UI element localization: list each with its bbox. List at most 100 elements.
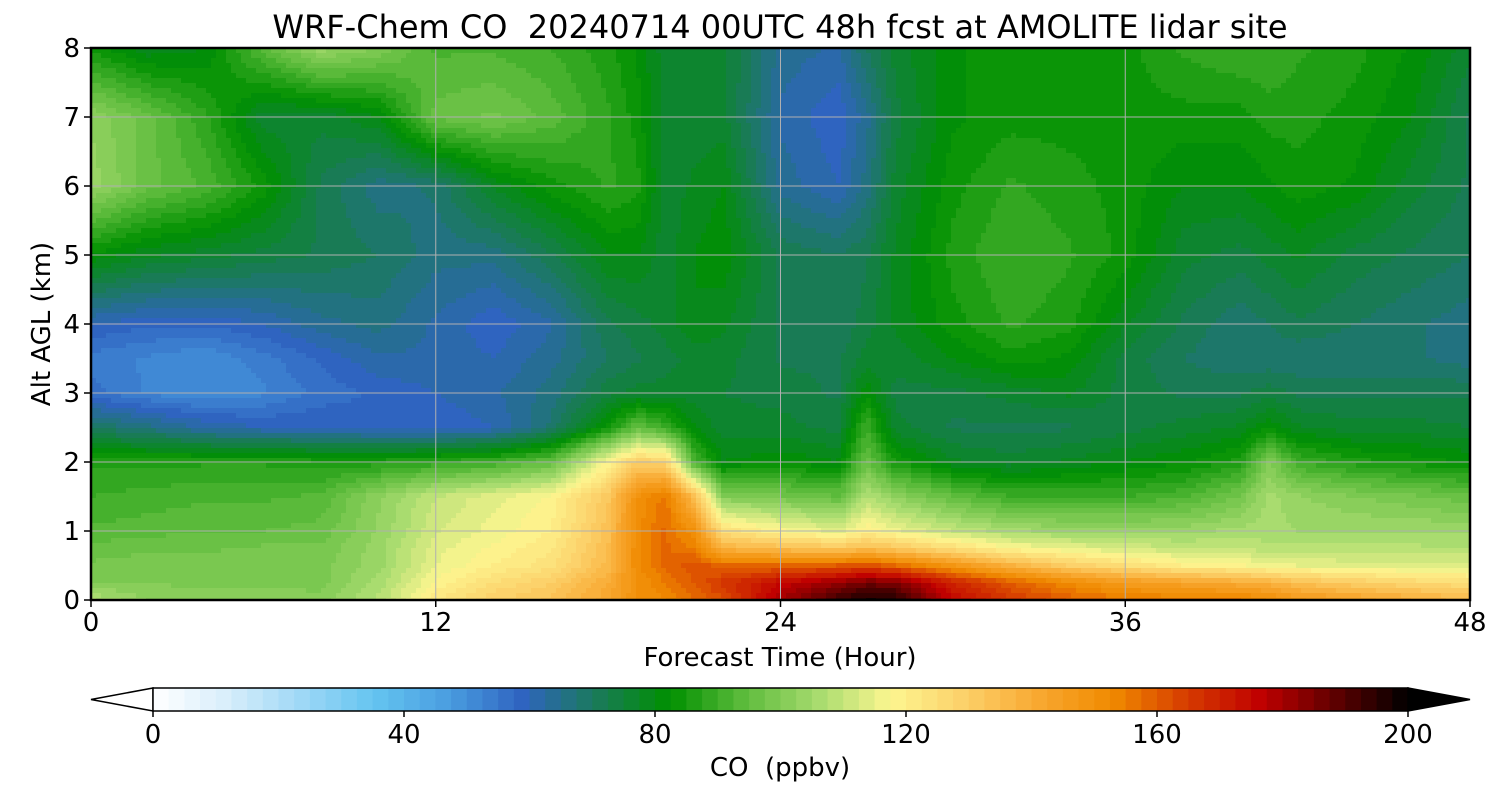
field-cell bbox=[191, 118, 197, 124]
field-cell bbox=[441, 98, 447, 104]
field-cell bbox=[1446, 128, 1452, 134]
field-cell bbox=[1006, 78, 1012, 84]
field-cell bbox=[166, 88, 172, 94]
field-cell bbox=[1366, 133, 1372, 139]
field-cell bbox=[1216, 113, 1222, 119]
field-cell bbox=[1161, 113, 1167, 119]
field-cell bbox=[1301, 98, 1307, 104]
field-cell bbox=[976, 113, 982, 119]
field-cell bbox=[821, 128, 827, 134]
field-cell bbox=[266, 103, 272, 109]
field-cell bbox=[1116, 78, 1122, 84]
field-cell bbox=[746, 88, 752, 94]
field-cell bbox=[711, 123, 717, 129]
field-cell bbox=[821, 103, 827, 109]
field-cell bbox=[946, 83, 952, 89]
field-cell bbox=[1291, 68, 1297, 74]
field-cell bbox=[1411, 123, 1417, 129]
field-cell bbox=[166, 138, 172, 144]
field-cell bbox=[891, 68, 897, 74]
field-cell bbox=[341, 103, 347, 109]
field-cell bbox=[361, 118, 367, 124]
field-cell bbox=[991, 68, 997, 74]
field-cell bbox=[956, 68, 962, 74]
field-cell bbox=[666, 48, 672, 54]
field-cell bbox=[1091, 83, 1097, 89]
field-cell bbox=[456, 123, 462, 129]
field-cell bbox=[786, 83, 792, 89]
field-cell bbox=[376, 48, 382, 54]
field-cell bbox=[211, 73, 217, 79]
field-cell bbox=[701, 123, 707, 129]
field-cell bbox=[1456, 133, 1462, 139]
field-cell bbox=[1236, 98, 1242, 104]
field-cell bbox=[556, 73, 562, 79]
field-cell bbox=[486, 118, 492, 124]
field-cell bbox=[911, 103, 917, 109]
field-cell bbox=[981, 133, 987, 139]
field-cell bbox=[721, 128, 727, 134]
field-cell bbox=[861, 48, 867, 54]
field-cell bbox=[1011, 123, 1017, 129]
field-cell bbox=[146, 73, 152, 79]
field-cell bbox=[1426, 78, 1432, 84]
field-cell bbox=[436, 108, 442, 114]
field-cell bbox=[1151, 128, 1157, 134]
field-cell bbox=[331, 133, 337, 139]
field-cell bbox=[176, 128, 182, 134]
field-cell bbox=[1416, 73, 1422, 79]
field-cell bbox=[576, 78, 582, 84]
field-cell bbox=[236, 93, 242, 99]
field-cell bbox=[1466, 128, 1470, 134]
field-cell bbox=[226, 103, 232, 109]
field-cell bbox=[601, 68, 607, 74]
field-cell bbox=[476, 48, 482, 54]
field-cell bbox=[91, 98, 97, 104]
field-cell bbox=[1006, 73, 1012, 79]
field-cell bbox=[301, 88, 307, 94]
field-cell bbox=[406, 48, 412, 54]
field-cell bbox=[476, 98, 482, 104]
field-cell bbox=[586, 83, 592, 89]
field-cell bbox=[1036, 63, 1042, 69]
field-cell bbox=[1421, 98, 1427, 104]
field-cell bbox=[1046, 98, 1052, 104]
field-cell bbox=[816, 88, 822, 94]
field-cell bbox=[1261, 78, 1267, 84]
field-cell bbox=[981, 113, 987, 119]
field-cell bbox=[1256, 78, 1262, 84]
field-cell bbox=[96, 93, 102, 99]
field-cell bbox=[1096, 103, 1102, 109]
field-cell bbox=[1171, 113, 1177, 119]
field-cell bbox=[686, 48, 692, 54]
field-cell bbox=[316, 98, 322, 104]
field-cell bbox=[621, 88, 627, 94]
field-cell bbox=[491, 78, 497, 84]
field-cell bbox=[186, 133, 192, 139]
field-cell bbox=[816, 113, 822, 119]
field-cell bbox=[236, 68, 242, 74]
field-cell bbox=[701, 118, 707, 124]
field-cell bbox=[1001, 118, 1007, 124]
field-cell bbox=[871, 123, 877, 129]
field-cell bbox=[1396, 128, 1402, 134]
field-cell bbox=[531, 98, 537, 104]
field-cell bbox=[1171, 133, 1177, 139]
field-cell bbox=[116, 128, 122, 134]
field-cell bbox=[336, 68, 342, 74]
field-cell bbox=[686, 123, 692, 129]
field-cell bbox=[1426, 118, 1432, 124]
field-cell bbox=[1341, 133, 1347, 139]
field-cell bbox=[1446, 113, 1452, 119]
field-cell bbox=[1036, 53, 1042, 59]
field-cell bbox=[1181, 53, 1187, 59]
field-cell bbox=[996, 73, 1002, 79]
field-cell bbox=[1071, 58, 1077, 64]
field-cell bbox=[766, 63, 772, 69]
field-cell bbox=[841, 133, 847, 139]
field-cell bbox=[126, 58, 132, 64]
field-cell bbox=[866, 68, 872, 74]
field-cell bbox=[181, 73, 187, 79]
field-cell bbox=[1241, 108, 1247, 114]
field-cell bbox=[671, 83, 677, 89]
